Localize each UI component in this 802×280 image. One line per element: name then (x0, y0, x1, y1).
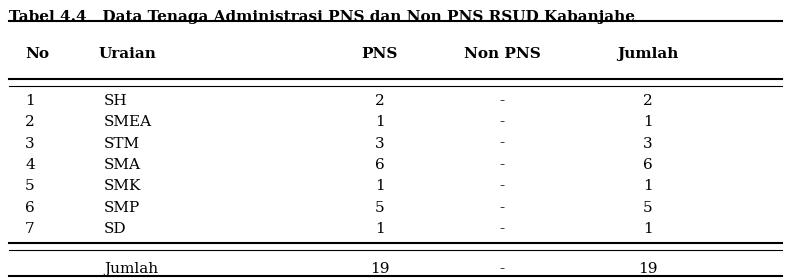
Text: 4: 4 (25, 158, 34, 172)
Text: SMP: SMP (104, 201, 140, 215)
Text: 5: 5 (375, 201, 385, 215)
Text: 2: 2 (25, 115, 34, 129)
Text: 6: 6 (375, 158, 385, 172)
Text: STM: STM (104, 137, 140, 151)
Text: -: - (500, 222, 504, 236)
Text: 19: 19 (638, 262, 658, 276)
Text: Uraian: Uraian (99, 47, 156, 61)
Text: 1: 1 (375, 115, 385, 129)
Text: 2: 2 (643, 94, 653, 108)
Text: -: - (500, 201, 504, 215)
Text: 3: 3 (25, 137, 34, 151)
Text: PNS: PNS (362, 47, 398, 61)
Text: 3: 3 (643, 137, 653, 151)
Text: 7: 7 (25, 222, 34, 236)
Text: Non PNS: Non PNS (464, 47, 541, 61)
Text: 6: 6 (25, 201, 34, 215)
Text: 1: 1 (25, 94, 34, 108)
Text: Tabel 4.4   Data Tenaga Administrasi PNS dan Non PNS RSUD Kabanjahe: Tabel 4.4 Data Tenaga Administrasi PNS d… (10, 10, 635, 24)
Text: -: - (500, 158, 504, 172)
Text: Jumlah: Jumlah (618, 47, 678, 61)
Text: 5: 5 (643, 201, 653, 215)
Text: 2: 2 (375, 94, 385, 108)
Text: SH: SH (104, 94, 128, 108)
Text: SMK: SMK (104, 179, 141, 193)
Text: 1: 1 (643, 179, 653, 193)
Text: 3: 3 (375, 137, 385, 151)
Text: 1: 1 (375, 222, 385, 236)
Text: 19: 19 (371, 262, 390, 276)
Text: 1: 1 (375, 179, 385, 193)
Text: -: - (500, 115, 504, 129)
Text: 1: 1 (643, 222, 653, 236)
Text: -: - (500, 179, 504, 193)
Text: 5: 5 (25, 179, 34, 193)
Text: Jumlah: Jumlah (104, 262, 158, 276)
Text: 1: 1 (643, 115, 653, 129)
Text: -: - (500, 137, 504, 151)
Text: No: No (25, 47, 49, 61)
Text: 6: 6 (643, 158, 653, 172)
Text: SMA: SMA (104, 158, 141, 172)
Text: SMEA: SMEA (104, 115, 152, 129)
Text: -: - (500, 94, 504, 108)
Text: SD: SD (104, 222, 127, 236)
Text: -: - (500, 262, 504, 276)
